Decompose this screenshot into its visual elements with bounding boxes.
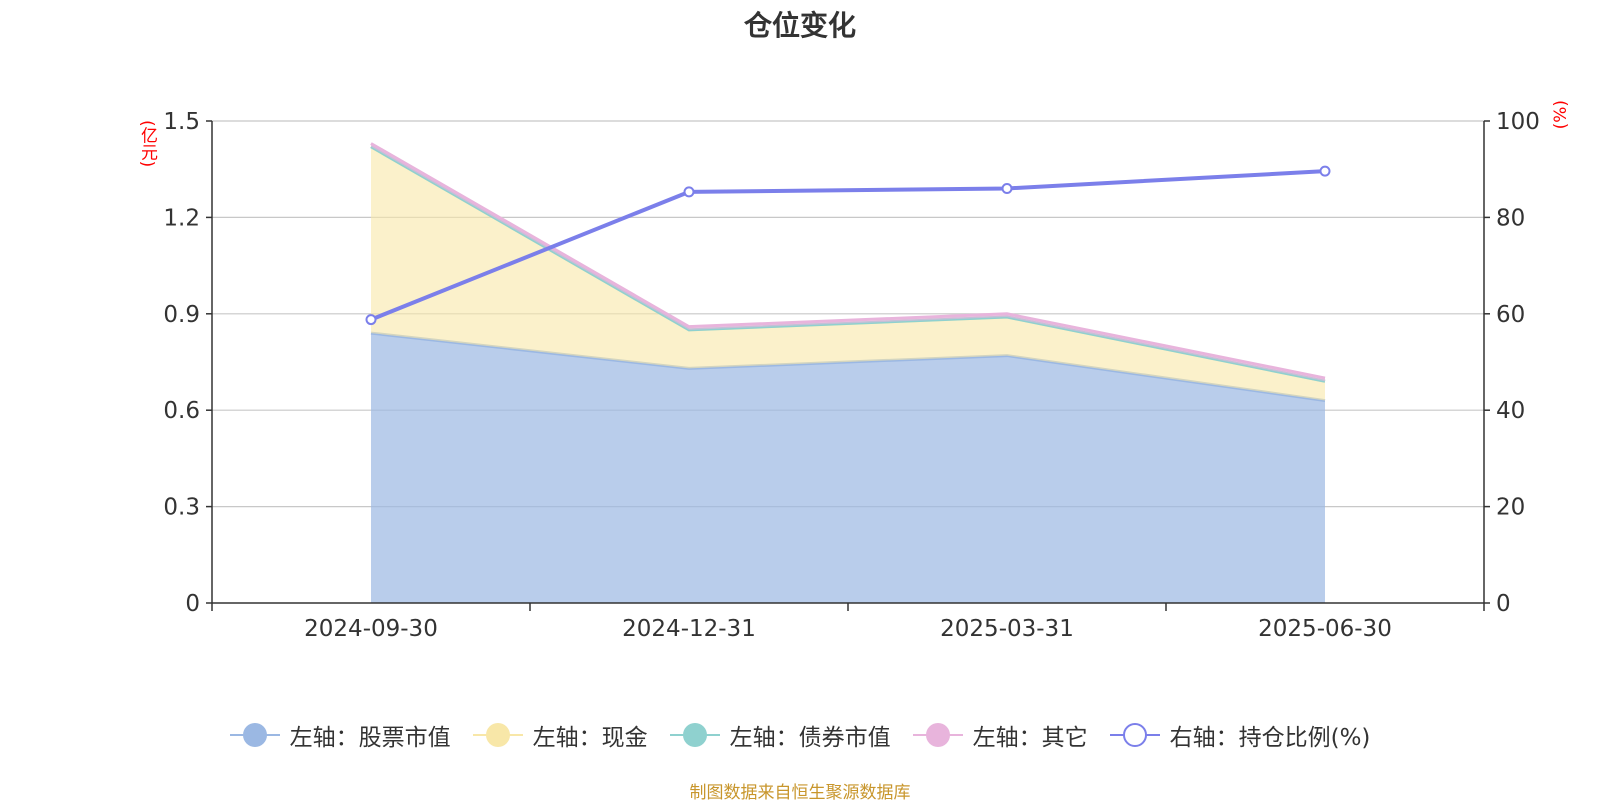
line-point bbox=[365, 314, 377, 326]
legend-item[interactable]: 左轴：债券市值 bbox=[669, 718, 891, 752]
legend-item[interactable]: 左轴：其它 bbox=[912, 718, 1088, 752]
legend-label: 左轴：债券市值 bbox=[729, 725, 891, 751]
legend-label: 左轴：现金 bbox=[532, 725, 648, 751]
y-right-tick-label: 0 bbox=[1496, 591, 1511, 617]
y-left-tick-label: 0.3 bbox=[163, 495, 200, 521]
line-point bbox=[683, 186, 695, 198]
legend-item[interactable]: 左轴：股票市值 bbox=[229, 718, 451, 752]
legend-swatch-icon bbox=[229, 722, 280, 748]
y-left-tick-label: 1.2 bbox=[163, 205, 200, 231]
line-point bbox=[1001, 182, 1013, 194]
y-left-tick-label: 0.6 bbox=[163, 398, 200, 424]
y-right-tick-label: 80 bbox=[1496, 205, 1525, 231]
left-axis-unit: (亿元) bbox=[137, 120, 157, 168]
line-series-0 bbox=[370, 169, 1326, 322]
legend-item[interactable]: 右轴：持仓比例(%) bbox=[1109, 718, 1371, 752]
area-series-0 bbox=[371, 333, 1325, 603]
y-right-tick-label: 100 bbox=[1496, 109, 1540, 135]
legend-swatch-icon bbox=[472, 722, 523, 748]
area-series-line-3 bbox=[370, 142, 1326, 380]
legend-label: 右轴：持仓比例(%) bbox=[1169, 725, 1371, 751]
legend-swatch-icon bbox=[669, 722, 720, 748]
x-tick-label: 2024-12-31 bbox=[622, 616, 756, 642]
y-right-tick-label: 60 bbox=[1496, 302, 1525, 328]
y-right-tick-label: 40 bbox=[1496, 398, 1525, 424]
legend-swatch-icon bbox=[1109, 722, 1160, 748]
y-left-tick-label: 0.9 bbox=[163, 302, 200, 328]
y-left-tick-label: 0 bbox=[185, 591, 200, 617]
y-right-tick-label: 20 bbox=[1496, 495, 1525, 521]
line-point bbox=[1319, 165, 1331, 177]
legend-swatch-icon bbox=[912, 722, 963, 748]
y-left-tick-label: 1.5 bbox=[163, 109, 200, 135]
source-note: 制图数据来自恒生聚源数据库 bbox=[689, 783, 911, 800]
area-series-1 bbox=[371, 146, 1325, 401]
legend-label: 左轴：股票市值 bbox=[289, 725, 451, 751]
legend-item[interactable]: 左轴：现金 bbox=[472, 718, 648, 752]
x-tick-label: 2025-06-30 bbox=[1258, 616, 1392, 642]
legend-label: 左轴：其它 bbox=[972, 725, 1088, 751]
x-tick-label: 2024-09-30 bbox=[304, 616, 438, 642]
chart-title: 仓位变化 bbox=[743, 9, 856, 42]
x-tick-label: 2025-03-31 bbox=[940, 616, 1074, 642]
legend: 左轴：股票市值 左轴：现金 左轴：债券市值 左轴：其它 右轴：持仓比例(%) bbox=[0, 718, 1600, 752]
